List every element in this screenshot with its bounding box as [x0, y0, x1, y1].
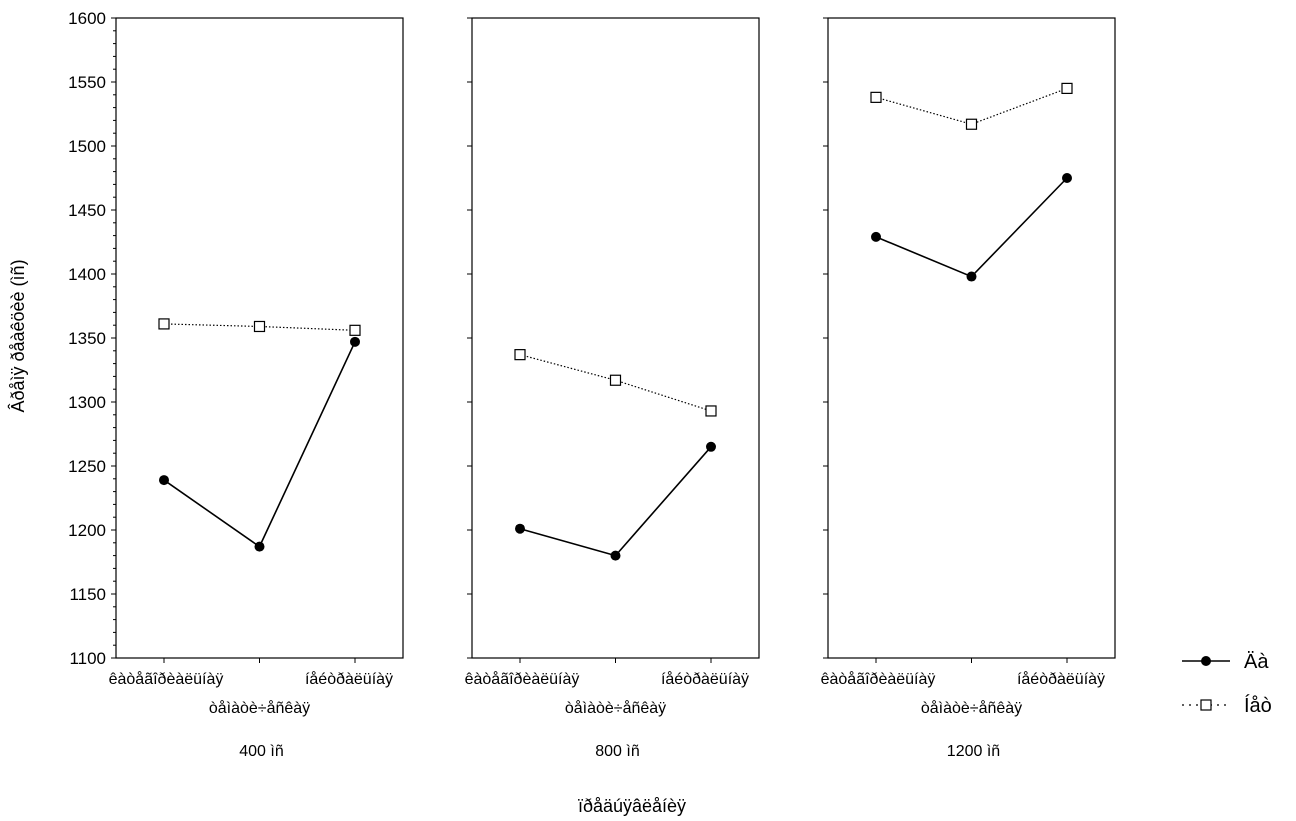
y-tick-label: 1450: [68, 201, 106, 220]
legend-entry: Äà: [1182, 651, 1269, 673]
data-point: [350, 336, 360, 347]
data-point: [159, 475, 169, 486]
series-line: [519, 446, 712, 557]
data-point: [1062, 173, 1072, 183]
legend-label: Äà: [1244, 651, 1269, 673]
category-label: êàòåãîðèàëüíàÿ: [821, 670, 936, 688]
category-label: íåéòðàëüíàÿ: [1017, 670, 1105, 688]
category-label: íåéòðàëüíàÿ: [661, 670, 749, 688]
series-da: [159, 336, 360, 552]
category-label: êàòåãîðèàëüíàÿ: [109, 670, 224, 688]
data-point: [349, 324, 361, 336]
series-da: [871, 173, 1072, 282]
y-tick-label: 1350: [68, 329, 106, 348]
series-da: [515, 441, 716, 561]
data-point: [1061, 82, 1073, 95]
legend-entry: Íåò: [1182, 694, 1272, 717]
series-net: [870, 82, 1073, 130]
category-label: òåìàòè÷åñêàÿ: [565, 699, 666, 717]
y-tick-label: 1250: [68, 457, 106, 476]
data-point: [254, 541, 265, 552]
series-net: [158, 318, 361, 336]
legend-marker: [1201, 656, 1211, 666]
y-axis: 1100 1150 1200 1250 1300 1350 1400 1450 1500 1550…: [68, 9, 116, 668]
data-point: [515, 523, 525, 534]
x-axis-title: ïðåäúÿâëåíèÿ: [578, 796, 686, 816]
panel-3: êàòåãîðèàëüíàÿ òåìàòè÷åñêàÿ íåéòðàëüíàÿ 120…: [821, 17, 1116, 760]
panel-1: êàòåãîðèàëüíàÿ òåìàòè÷åñêàÿ íåéòðàëüíàÿ 400…: [109, 17, 404, 760]
data-point: [514, 349, 526, 361]
data-point: [966, 271, 977, 282]
category-label: êàòåãîðèàëüíàÿ: [465, 670, 580, 688]
category-label: òåìàòè÷åñêàÿ: [921, 699, 1022, 717]
data-point: [610, 550, 621, 561]
y-tick-label: 1100: [69, 649, 106, 668]
y-tick-label: 1550: [68, 73, 106, 92]
y-tick-label: 1200: [68, 521, 106, 540]
legend: Äà Íåò: [1182, 651, 1272, 717]
series-line: [875, 177, 1068, 278]
data-point: [253, 320, 266, 333]
data-point: [158, 318, 170, 330]
legend-marker: [1200, 699, 1212, 711]
panel-2: êàòåãîðèàëüíàÿ òåìàòè÷åñêàÿ íåéòðàëüíàÿ 800…: [465, 17, 760, 760]
legend-label: Íåò: [1244, 694, 1272, 717]
data-point: [871, 231, 881, 242]
y-axis-title: Âðåìÿ ðåàêöèè (ìñ): [8, 259, 28, 412]
panel-frame: [115, 17, 404, 659]
panel-frame: [471, 17, 760, 659]
category-label: íåéòðàëüíàÿ: [305, 670, 393, 688]
panels: êàòåãîðèàëüíàÿ òåìàòè÷åñêàÿ íåéòðàëüíàÿ 400…: [109, 17, 1116, 760]
series-net: [514, 349, 717, 417]
y-tick-label: 1500: [68, 137, 106, 156]
category-label: òåìàòè÷åñêàÿ: [209, 699, 310, 717]
panel-label: 800 ìñ: [595, 743, 639, 760]
data-point: [705, 405, 717, 417]
y-tick-label: 1300: [68, 393, 106, 412]
panel-frame: [827, 17, 1116, 659]
panel-label: 1200 ìñ: [947, 743, 1000, 760]
y-tick-label: 1600: [68, 9, 106, 28]
panel-label: 400 ìñ: [239, 743, 283, 760]
data-point: [965, 118, 978, 130]
series-line: [163, 341, 356, 548]
data-point: [706, 441, 716, 452]
y-tick-label: 1400: [68, 265, 106, 284]
y-tick-label: 1150: [69, 585, 106, 604]
data-point: [609, 374, 622, 386]
data-point: [870, 91, 882, 103]
